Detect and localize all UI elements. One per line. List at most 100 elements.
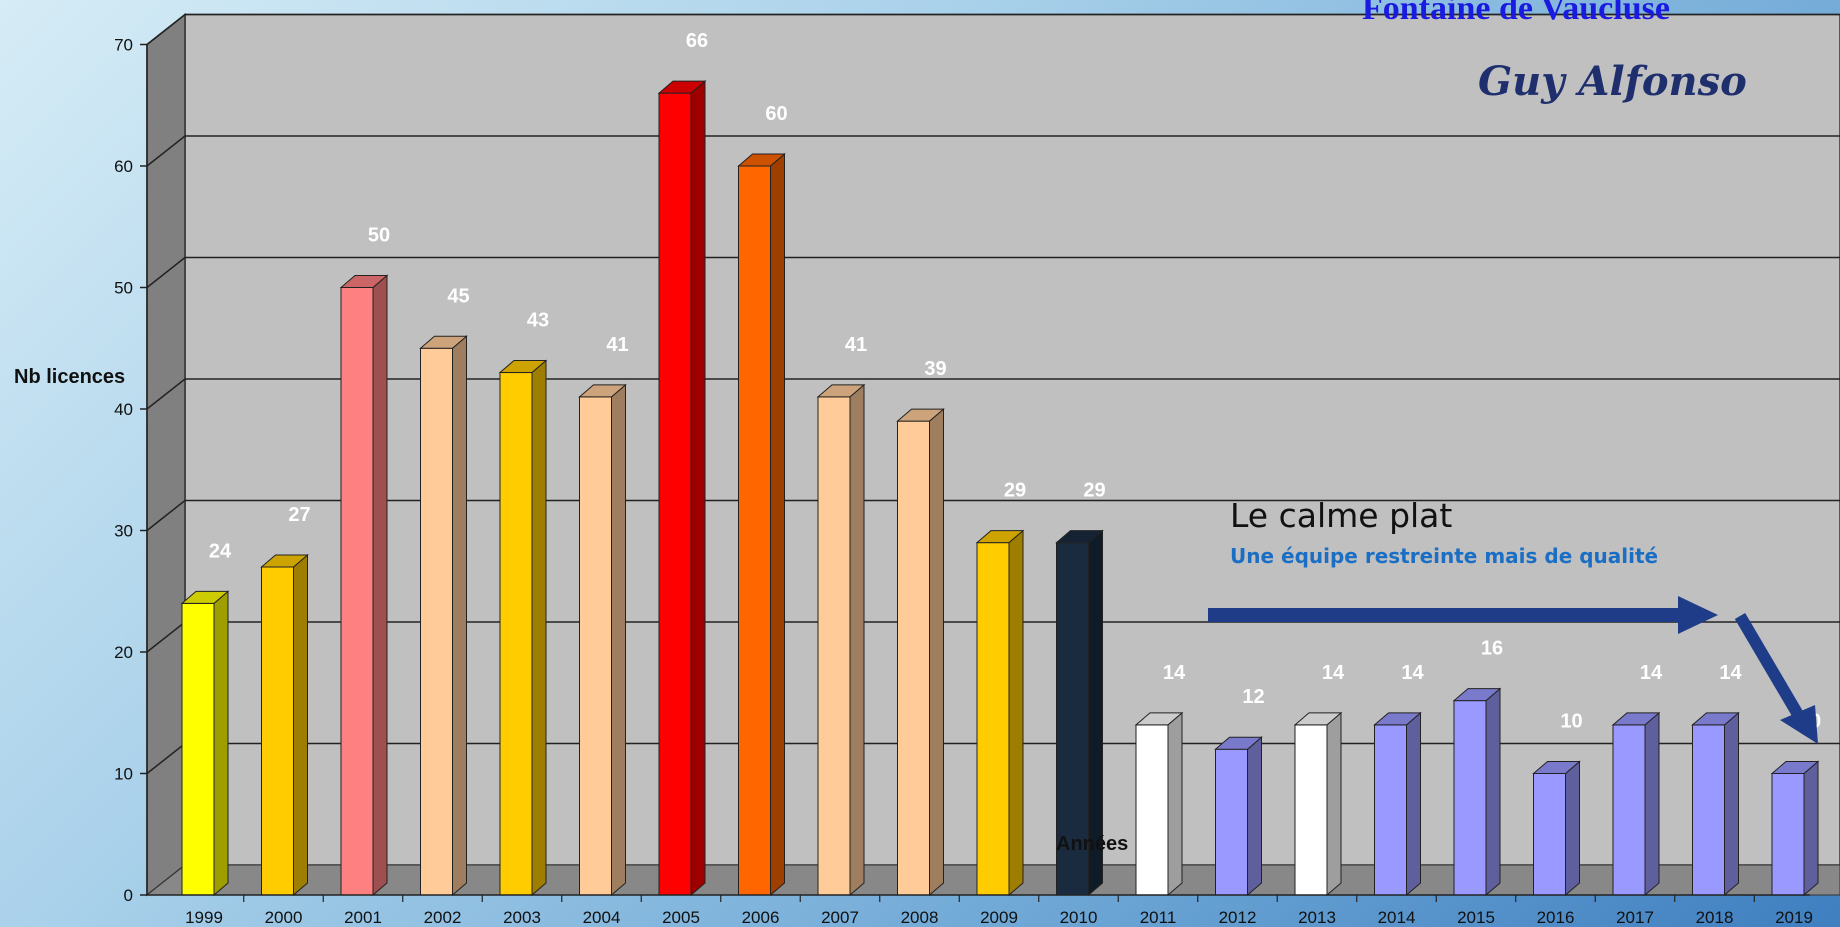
x-tick-label: 2012 xyxy=(1219,908,1257,927)
bar-2001 xyxy=(339,274,389,897)
arrow-horizontal-shaft xyxy=(1208,608,1680,622)
value-label: 16 xyxy=(1481,638,1503,660)
y-axis-label: Nb licences xyxy=(14,366,126,388)
arrow-horizontal-head xyxy=(1678,596,1718,634)
bar-top xyxy=(1214,736,1263,750)
arrow-diagonal-head xyxy=(1780,705,1818,744)
bar-side xyxy=(929,408,944,897)
bar-2009 xyxy=(975,529,1025,897)
bar-top xyxy=(578,384,627,398)
bar-top xyxy=(419,335,468,349)
bar-front xyxy=(1056,542,1089,896)
x-tick-label: 2006 xyxy=(742,908,780,927)
bar-front xyxy=(1533,773,1566,896)
bar-top xyxy=(816,384,866,398)
value-label: 39 xyxy=(924,358,946,380)
bar-1999 xyxy=(180,590,230,897)
y-tick-label: 40 xyxy=(114,400,133,419)
bar-side xyxy=(1485,687,1501,897)
x-tick-label: 2000 xyxy=(265,908,303,927)
bar-side xyxy=(770,152,785,897)
bar-top xyxy=(1532,761,1581,774)
bar-2006 xyxy=(737,152,786,897)
bar-top xyxy=(1134,712,1184,726)
bar-top xyxy=(1691,712,1740,726)
x-tick-label: 2003 xyxy=(503,908,541,927)
y-tick-label: 70 xyxy=(114,36,133,55)
bar-2013 xyxy=(1293,711,1343,897)
bar-front xyxy=(261,566,294,896)
gridline xyxy=(146,13,1840,46)
value-label: 14 xyxy=(1163,662,1186,684)
bar-front xyxy=(1692,724,1725,896)
x-tick-label: 2010 xyxy=(1060,908,1098,927)
bar-top xyxy=(260,554,309,568)
bar-2012 xyxy=(1214,736,1263,897)
value-label: 14 xyxy=(1322,662,1345,684)
value-label: 14 xyxy=(1640,662,1663,684)
x-tick-label: 2019 xyxy=(1775,908,1813,927)
arrow-diagonal-shaft xyxy=(1734,612,1806,722)
bar-top xyxy=(180,590,230,604)
bar-front xyxy=(579,396,612,896)
bar-top xyxy=(1770,761,1820,774)
x-tick-label: 2008 xyxy=(901,908,939,927)
bar-2018 xyxy=(1691,711,1740,897)
bar-2015 xyxy=(1452,687,1502,897)
bars xyxy=(180,80,1820,897)
bar-top xyxy=(1373,712,1422,726)
bar-front xyxy=(1612,724,1646,896)
bar-front xyxy=(181,602,215,896)
gridline xyxy=(146,135,1840,167)
y-tick-label: 0 xyxy=(124,886,133,905)
chart-subtitle: Guy Alfonso xyxy=(1478,58,1747,105)
bar-side xyxy=(1247,736,1262,897)
value-label: 41 xyxy=(845,334,867,356)
bar-front xyxy=(340,287,374,896)
bar-side xyxy=(1724,711,1739,897)
gridline xyxy=(146,499,1840,532)
value-label: 29 xyxy=(1004,480,1026,502)
bar-2007 xyxy=(816,383,866,897)
x-tick-label: 2014 xyxy=(1378,908,1416,927)
bar-2016 xyxy=(1532,760,1581,897)
bar-front xyxy=(1453,700,1487,896)
value-label: 43 xyxy=(527,310,549,332)
bar-front xyxy=(499,372,533,896)
x-tick-label: 2009 xyxy=(980,908,1018,927)
value-label: 10 xyxy=(1560,711,1582,733)
bar-2019 xyxy=(1770,760,1820,897)
bar-side xyxy=(1644,711,1660,897)
bar-side xyxy=(1326,711,1342,897)
bar-2005 xyxy=(657,80,707,897)
value-label: 29 xyxy=(1083,480,1105,502)
bar-front xyxy=(1135,724,1169,896)
bar-2004 xyxy=(578,383,627,897)
bar-top xyxy=(498,360,548,374)
bar-top xyxy=(657,80,707,94)
bar-2011 xyxy=(1134,711,1184,897)
x-tick-label: 2007 xyxy=(821,908,859,927)
bar-front xyxy=(658,92,692,896)
x-tick-label: 2011 xyxy=(1140,908,1177,927)
x-tick-label: 2016 xyxy=(1537,908,1575,927)
bar-side xyxy=(1406,711,1421,897)
gridline xyxy=(146,256,1840,289)
bar-top xyxy=(339,275,389,288)
annotation-headline: Le calme plat xyxy=(1230,496,1453,535)
gridline xyxy=(146,378,1840,410)
bar-side xyxy=(1167,711,1183,897)
bar-2010 xyxy=(1055,529,1104,897)
value-label: 45 xyxy=(447,285,469,307)
y-tick-label: 10 xyxy=(114,765,133,784)
x-tick-label: 2015 xyxy=(1457,908,1495,927)
annotation-subline: Une équipe restreinte mais de qualité xyxy=(1230,544,1659,568)
bar-side xyxy=(293,553,308,897)
y-tick-label: 30 xyxy=(114,522,133,541)
value-label: 24 xyxy=(209,540,232,562)
bar-side xyxy=(1565,760,1580,897)
bar-2014 xyxy=(1373,711,1422,897)
x-tick-label: 2001 xyxy=(344,908,382,927)
bar-front xyxy=(1215,748,1248,896)
